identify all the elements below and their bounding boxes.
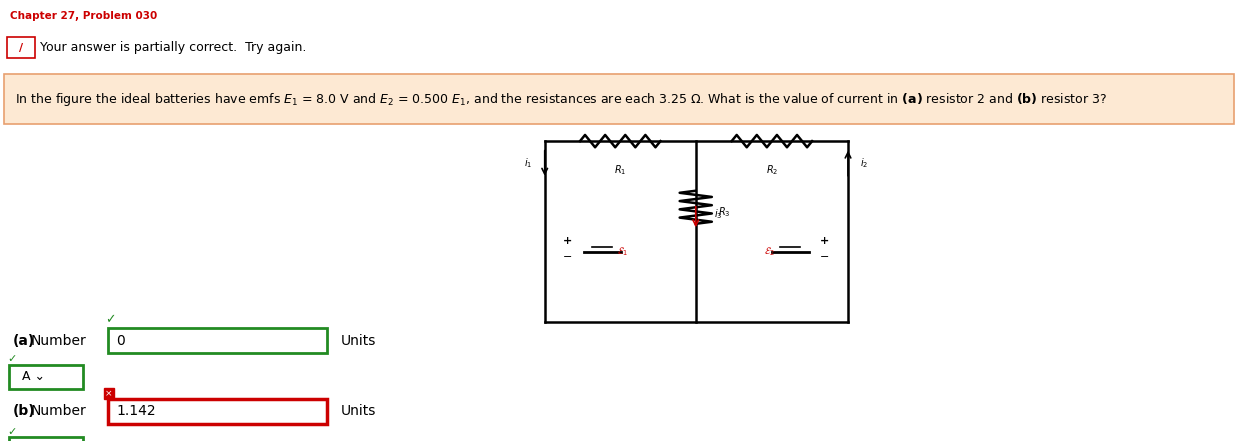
Text: +: + bbox=[563, 236, 572, 246]
Text: −: − bbox=[563, 252, 572, 262]
Text: $i_3$: $i_3$ bbox=[714, 207, 723, 221]
Text: $\mathcal{E}_1$: $\mathcal{E}_1$ bbox=[617, 245, 628, 258]
FancyBboxPatch shape bbox=[9, 437, 83, 441]
Text: $i_2$: $i_2$ bbox=[860, 156, 868, 170]
Text: $R_1$: $R_1$ bbox=[614, 163, 626, 177]
FancyBboxPatch shape bbox=[9, 365, 83, 389]
Text: $R_2$: $R_2$ bbox=[766, 163, 777, 177]
Text: Number: Number bbox=[31, 404, 87, 418]
FancyBboxPatch shape bbox=[4, 74, 1234, 124]
Text: $\mathcal{E}_2$: $\mathcal{E}_2$ bbox=[764, 245, 775, 258]
FancyBboxPatch shape bbox=[108, 399, 327, 424]
Text: ✓: ✓ bbox=[105, 314, 115, 326]
Text: $i_1$: $i_1$ bbox=[525, 156, 532, 170]
FancyBboxPatch shape bbox=[7, 37, 35, 58]
Text: +: + bbox=[821, 236, 829, 246]
Text: −: − bbox=[820, 252, 829, 262]
Text: In the figure the ideal batteries have emfs $\mathit{E}_1$ = 8.0 V and $\mathit{: In the figure the ideal batteries have e… bbox=[15, 91, 1107, 108]
Text: $R_3$: $R_3$ bbox=[718, 205, 730, 219]
Text: A ⌄: A ⌄ bbox=[22, 370, 46, 383]
Text: ✓: ✓ bbox=[7, 354, 17, 364]
Text: /: / bbox=[19, 43, 24, 52]
Text: Number: Number bbox=[31, 334, 87, 348]
Text: (a): (a) bbox=[12, 334, 35, 348]
Text: Units: Units bbox=[340, 404, 376, 418]
Text: 1.142: 1.142 bbox=[116, 404, 156, 418]
FancyBboxPatch shape bbox=[108, 328, 327, 353]
Text: ×: × bbox=[105, 389, 113, 398]
Text: (b): (b) bbox=[12, 404, 35, 418]
Text: 0: 0 bbox=[116, 334, 125, 348]
Text: Units: Units bbox=[340, 334, 376, 348]
Text: ✓: ✓ bbox=[7, 426, 17, 437]
Text: Chapter 27, Problem 030: Chapter 27, Problem 030 bbox=[10, 11, 157, 21]
Text: Your answer is partially correct.  Try again.: Your answer is partially correct. Try ag… bbox=[40, 41, 306, 54]
